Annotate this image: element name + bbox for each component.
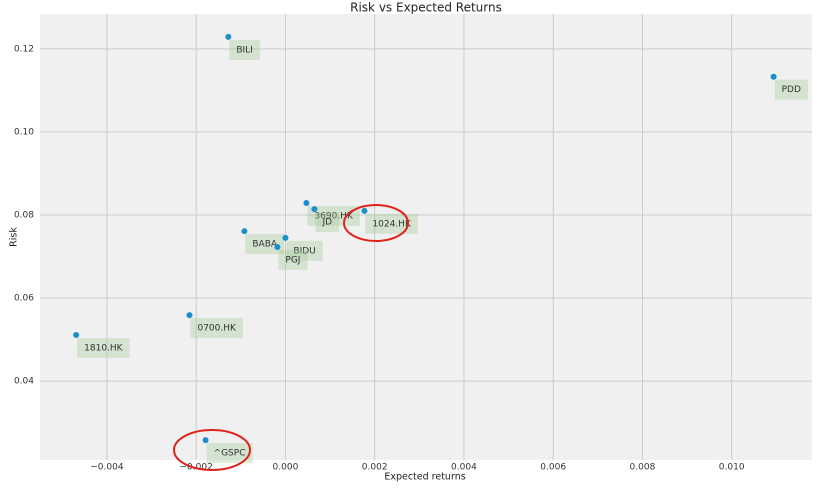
point — [241, 228, 248, 235]
x-tick-label: 0.004 — [451, 463, 477, 473]
point-label: BIDU — [293, 246, 315, 256]
x-axis-label: Expected returns — [384, 472, 465, 483]
point — [73, 332, 80, 339]
label-box — [229, 39, 260, 60]
x-tick-label: 0.006 — [540, 463, 566, 473]
point-label: ^GSPC — [214, 449, 246, 459]
point — [274, 243, 281, 250]
plot-background — [40, 14, 812, 460]
label-box — [774, 79, 808, 100]
label-box — [315, 212, 340, 233]
point-label: PGJ — [285, 255, 300, 265]
y-axis-label: Risk — [9, 227, 20, 247]
point-label: 0700.HK — [197, 324, 237, 334]
highlight-circle — [343, 204, 409, 242]
point-label: 1810.HK — [84, 344, 124, 354]
point — [186, 312, 193, 319]
y-tick-label: 0.06 — [14, 294, 34, 304]
point — [361, 207, 368, 214]
x-tick-label: 0.002 — [362, 463, 388, 473]
point — [225, 33, 232, 40]
x-tick-label: 0.000 — [273, 463, 299, 473]
point-label: BILI — [236, 45, 253, 55]
label-box — [286, 240, 323, 261]
label-box — [190, 318, 243, 339]
point-label: BABA — [252, 240, 278, 250]
point — [311, 206, 318, 213]
point-label: PDD — [782, 85, 801, 95]
label-box — [245, 234, 285, 255]
label-box — [365, 213, 418, 234]
marks: BILI PDD 3690.HKJD 1024.HK BABA BIDUPGJ 0700.H… — [73, 33, 808, 464]
point — [303, 199, 310, 206]
point-label: 1024.HK — [372, 219, 412, 229]
label-box — [307, 205, 360, 226]
y-tick-label: 0.10 — [14, 127, 34, 137]
x-tick-label: −0.004 — [90, 463, 124, 473]
point-label: JD — [321, 218, 332, 228]
x-tick-label: 0.008 — [630, 463, 656, 473]
chart-title: Risk vs Expected Returns — [350, 1, 502, 15]
y-tick-label: 0.08 — [14, 210, 34, 220]
point — [202, 437, 209, 444]
point — [770, 73, 777, 80]
highlight-circle — [173, 429, 251, 471]
y-tick-label: 0.04 — [14, 377, 34, 387]
x-tick-label: 0.010 — [719, 463, 745, 473]
point-label: 3690.HK — [314, 211, 354, 221]
label-box — [77, 338, 130, 359]
point — [282, 234, 289, 241]
label-box — [206, 443, 253, 464]
y-tick-label: 0.12 — [14, 44, 34, 54]
label-box — [278, 249, 308, 270]
